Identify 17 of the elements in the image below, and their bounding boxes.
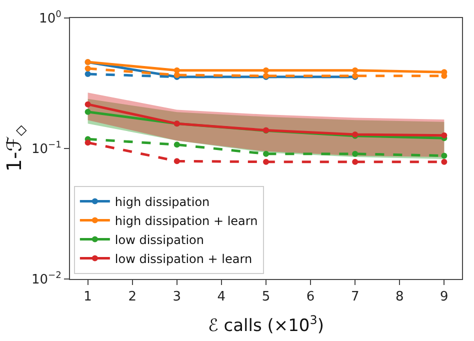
x-tick-label: 7 xyxy=(350,290,360,305)
legend-label: low dissipation + learn xyxy=(114,252,252,266)
x-tick-label: 3 xyxy=(172,290,182,305)
x-tick-label: 2 xyxy=(128,290,136,305)
x-tick-label: 5 xyxy=(262,290,270,305)
y-tick-label: 10$^{−2}$ xyxy=(31,271,62,288)
legend-label: high dissipation + learn xyxy=(114,214,258,228)
legend-label: high dissipation xyxy=(114,194,210,209)
x-tick-label: 6 xyxy=(306,290,315,305)
x-tick-label: 4 xyxy=(217,290,226,305)
legend-label: low dissipation xyxy=(114,232,204,247)
x-axis-title: ℰ calls (×10$^{3}$) xyxy=(208,312,324,336)
y-tick-label: 10$^{−1}$ xyxy=(31,140,62,158)
x-tick-label: 8 xyxy=(396,290,404,305)
x-tick-label: 1 xyxy=(84,290,92,305)
y-tick-label: 10$^{0}$ xyxy=(39,10,62,27)
x-tick-label: 9 xyxy=(440,290,448,305)
